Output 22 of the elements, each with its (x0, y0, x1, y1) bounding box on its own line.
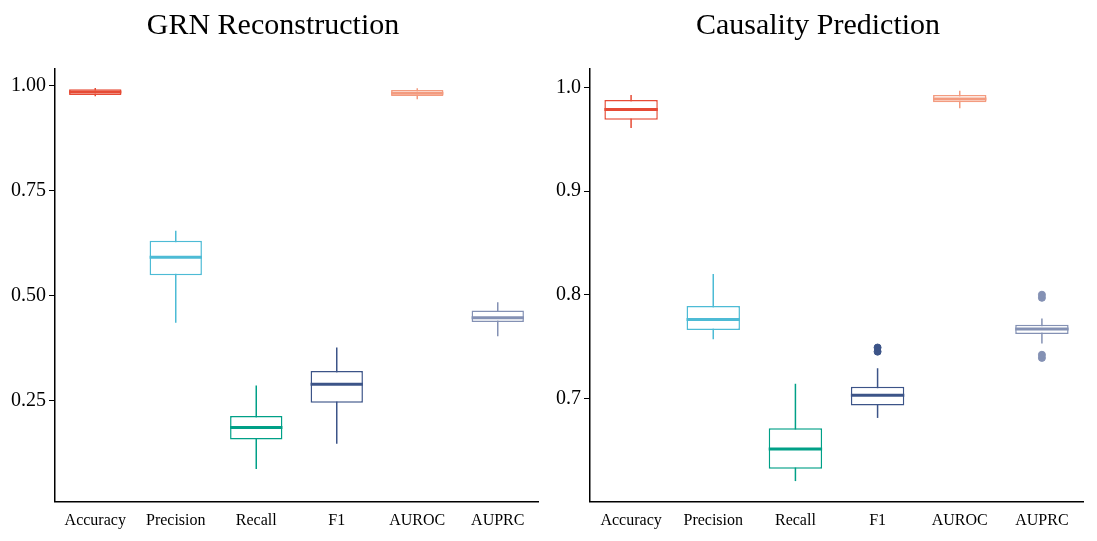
chart-title: GRN Reconstruction (146, 6, 400, 40)
x-tick-label: Precision (145, 510, 206, 528)
x-tick-label: AUPRC (471, 510, 525, 528)
x-tick-label: Recall (774, 510, 817, 528)
chart-title: Causality Prediction (695, 6, 941, 40)
y-tick-label: 0.50 (11, 283, 46, 306)
x-tick-label: AUPRC (1015, 510, 1069, 528)
x-tick-label: Accuracy (600, 510, 662, 529)
x-tick-label: Accuracy (64, 510, 126, 529)
x-tick-label: AUROC (931, 510, 988, 528)
y-tick-label: 0.25 (11, 388, 46, 411)
y-tick-label: 1.00 (11, 73, 46, 96)
x-tick-label: F1 (328, 510, 346, 528)
x-tick-label: Precision (683, 510, 744, 528)
x-tick-label: AUROC (389, 510, 446, 528)
y-tick-label: 0.75 (11, 178, 46, 201)
x-tick-label: Recall (235, 510, 278, 528)
y-tick-label: 0.7 (556, 385, 581, 408)
y-tick-label: 0.8 (556, 281, 581, 304)
x-tick-label: F1 (869, 510, 887, 528)
y-tick-label: 0.9 (556, 178, 581, 201)
y-tick-label: 1.0 (556, 74, 581, 97)
